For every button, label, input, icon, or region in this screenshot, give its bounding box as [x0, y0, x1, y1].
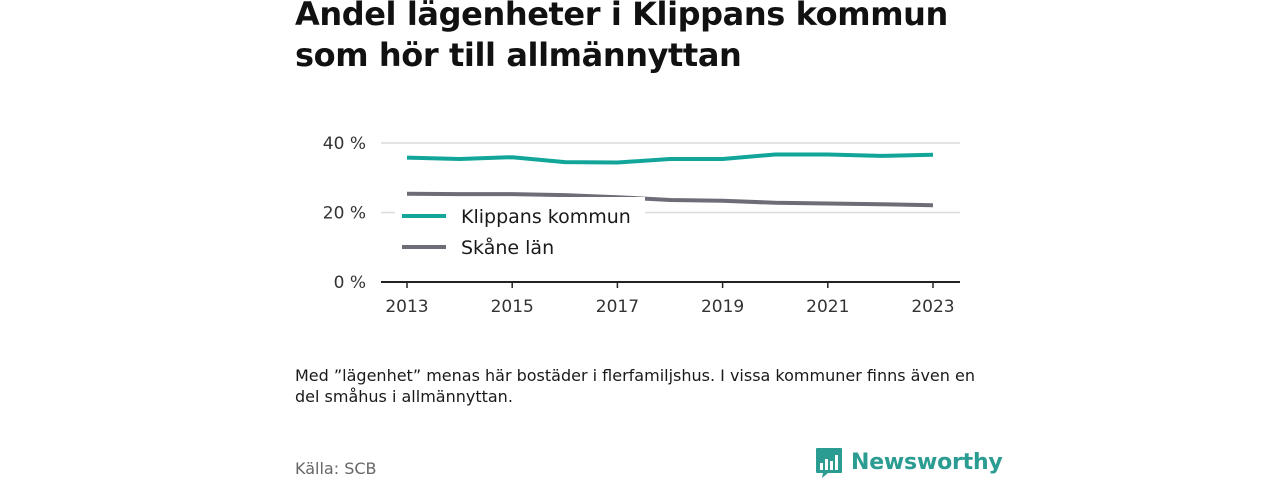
- y-axis-tick-labels: 0 % 20 % 40 %: [323, 134, 366, 293]
- bar-chart-speech-bubble-icon: [816, 448, 842, 478]
- series-lines: [406, 152, 934, 208]
- chart-title: Andel lägenheter i Klippans kommun som h…: [295, 0, 948, 74]
- y-tick-label: 0 %: [334, 273, 366, 293]
- x-tick-label: 2021: [806, 297, 849, 317]
- legend-label: Klippans kommun: [461, 206, 631, 228]
- series-line-skåne-län: [406, 191, 934, 208]
- legend-label: Skåne län: [461, 236, 554, 259]
- x-tick-label: 2023: [911, 297, 954, 317]
- legend: Klippans kommun Skåne län: [395, 197, 645, 267]
- source-label: Källa: SCB: [295, 459, 377, 478]
- x-tick-label: 2013: [385, 297, 428, 317]
- x-tick-label: 2017: [596, 297, 639, 317]
- brand-name: Newsworthy: [851, 450, 1003, 475]
- line-chart: 0 % 20 % 40 % 2013 2015 2017 2019 2021 2023 Kli…: [323, 134, 960, 317]
- x-axis: 2013 2015 2017 2019 2021 2023: [381, 281, 960, 317]
- newsworthy-logo[interactable]: Newsworthy: [815, 446, 1003, 480]
- legend-background: [395, 197, 645, 267]
- x-tick-label: 2019: [701, 297, 744, 317]
- series-line-klippans-kommun: [406, 152, 934, 165]
- footnote: Med ”lägenhet” menas här bostäder i fler…: [295, 366, 975, 406]
- x-tick-label: 2015: [491, 297, 534, 317]
- y-tick-label: 40 %: [323, 134, 366, 154]
- y-tick-label: 20 %: [323, 204, 366, 224]
